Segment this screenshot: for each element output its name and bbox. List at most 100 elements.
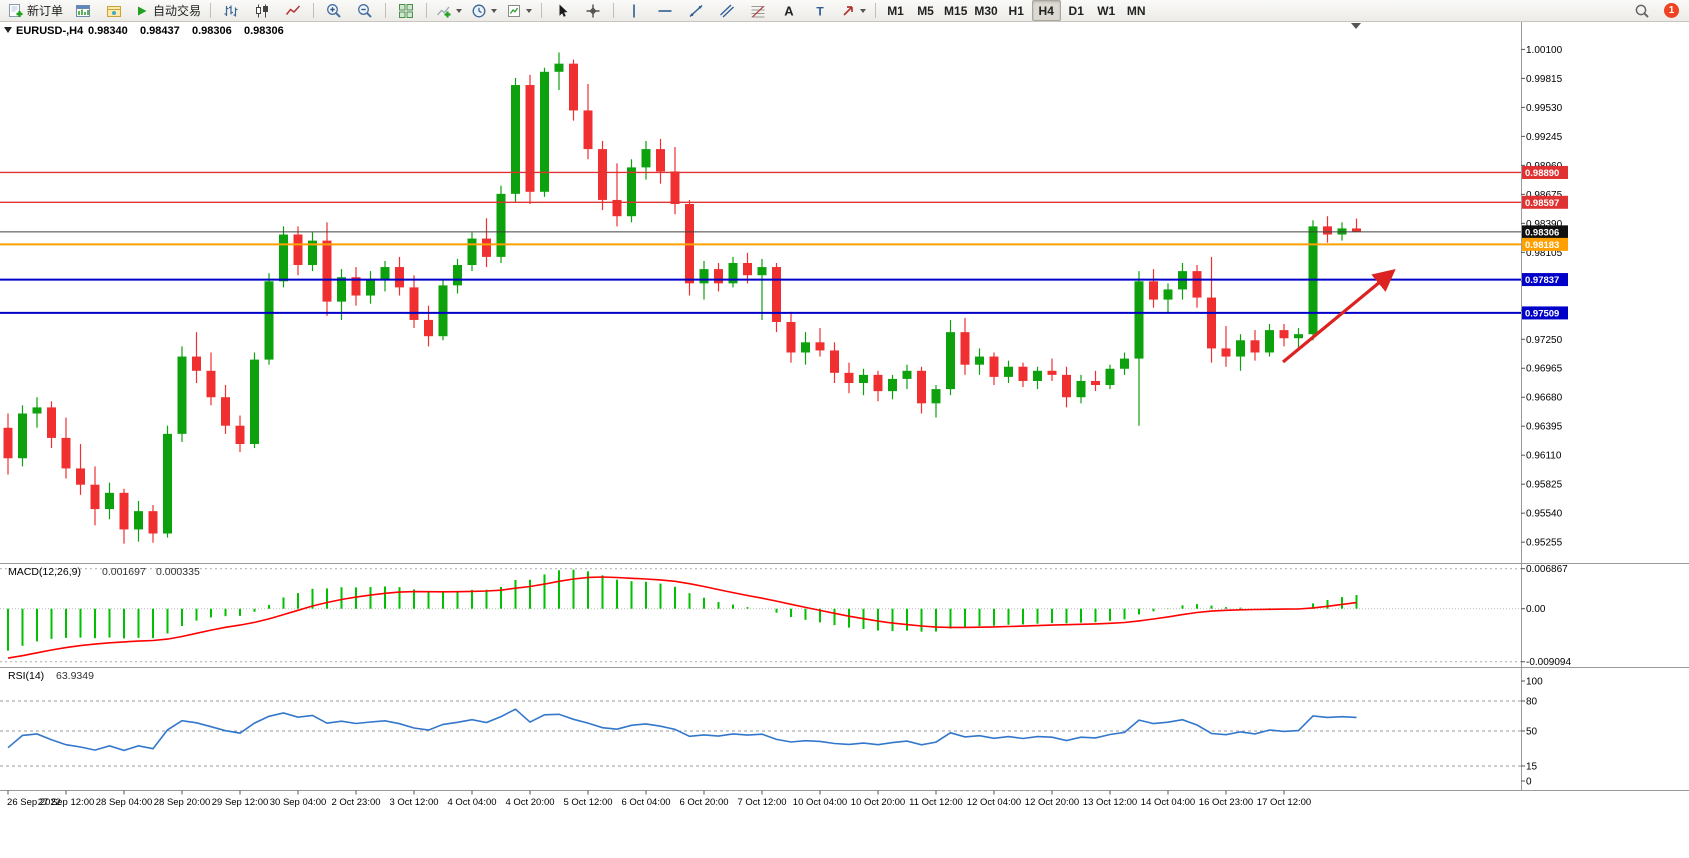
tile-windows-button[interactable] <box>391 0 421 21</box>
chart-window-icon <box>75 3 91 19</box>
candle <box>1221 348 1231 357</box>
tile-windows-icon <box>398 3 414 19</box>
search-button[interactable] <box>1627 0 1657 21</box>
text-button[interactable]: A <box>774 0 804 21</box>
timeframe-d1[interactable]: D1 <box>1062 0 1091 21</box>
time-axis-label: 29 Sep 12:00 <box>212 797 269 808</box>
candle <box>583 110 593 150</box>
rsi-axis-label: 15 <box>1526 762 1538 773</box>
profiles-button[interactable] <box>99 0 129 21</box>
price-tag-label: 0.98890 <box>1525 168 1559 179</box>
candle <box>438 285 448 337</box>
candle <box>308 240 317 266</box>
horizontal-line-button[interactable] <box>650 0 680 21</box>
candle <box>1120 358 1129 369</box>
trend-arrow[interactable] <box>1281 268 1396 364</box>
rsi-panel[interactable]: RSI(14) 63.9349 <box>0 670 1521 767</box>
candle <box>772 267 781 322</box>
notification-badge[interactable]: 1 <box>1664 3 1679 18</box>
chart-dropdown-icon[interactable] <box>4 27 12 33</box>
timeframe-h4[interactable]: H4 <box>1031 0 1061 21</box>
charts-button[interactable] <box>68 0 98 21</box>
candle <box>815 342 825 351</box>
candle <box>47 407 56 438</box>
timeframe-m1-label: M1 <box>887 3 904 18</box>
crosshair-icon <box>585 3 601 19</box>
time-axis-label: 4 Oct 04:00 <box>447 797 496 808</box>
toolbar-right-group: 1 <box>1627 0 1685 21</box>
svg-text:A: A <box>784 3 794 18</box>
cursor-icon <box>559 4 568 17</box>
candle <box>192 356 201 371</box>
price-scale[interactable]: 1.001000.998150.995300.992450.989600.986… <box>1521 22 1571 791</box>
templates-button[interactable] <box>502 0 536 21</box>
timeframe-m15[interactable]: M15 <box>941 0 970 21</box>
cursor-icon <box>554 3 570 19</box>
price-axis-label: 0.98675 <box>1526 190 1563 201</box>
timeframe-m1[interactable]: M1 <box>881 0 910 21</box>
candle <box>1192 271 1202 298</box>
price-panel[interactable]: EURUSD-,H4 0.98340 0.98437 0.98306 0.98306 <box>0 23 1521 544</box>
candle <box>656 149 665 172</box>
crosshair-button[interactable] <box>578 0 608 21</box>
bar-chart-button[interactable] <box>216 0 246 21</box>
candle <box>844 372 854 383</box>
templates-icon <box>508 4 521 17</box>
candle <box>511 85 520 194</box>
price-axis-label: 0.98105 <box>1526 248 1563 259</box>
toolbar-separator <box>541 3 543 18</box>
indicators-button[interactable] <box>432 0 466 21</box>
chart-surface[interactable]: EURUSD-,H4 0.98340 0.98437 0.98306 0.98306 MA… <box>0 22 1689 858</box>
time-axis-label: 28 Sep 04:00 <box>96 797 153 808</box>
candles-icon <box>254 3 270 19</box>
label-button[interactable]: T <box>805 0 835 21</box>
timeframe-m5[interactable]: M5 <box>911 0 940 21</box>
fibonacci-icon <box>751 5 765 17</box>
line-chart-button[interactable] <box>278 0 308 21</box>
candle <box>467 238 477 266</box>
vertical-line-button[interactable] <box>619 0 649 21</box>
candle <box>250 359 259 445</box>
zoom-in-button[interactable] <box>319 0 349 21</box>
arrows-button[interactable] <box>836 0 870 21</box>
candle <box>1105 368 1115 386</box>
timeframe-w1[interactable]: W1 <box>1092 0 1121 21</box>
trendline-button[interactable] <box>681 0 711 21</box>
candle <box>380 267 390 280</box>
fibonacci-button[interactable] <box>743 0 773 21</box>
macd-panel[interactable]: MACD(12,26,9) 0.001697 0.000335 <box>0 566 1521 663</box>
fibonacci-icon <box>750 3 766 19</box>
chart-window[interactable]: EURUSD-,H4 0.98340 0.98437 0.98306 0.98306 MA… <box>0 22 1689 858</box>
timeframe-m30[interactable]: M30 <box>971 0 1000 21</box>
new-order-button[interactable]: 新订单 <box>4 0 67 21</box>
timeframe-mn[interactable]: MN <box>1122 0 1151 21</box>
time-axis-label: 4 Oct 20:00 <box>505 797 554 808</box>
autotrade-play-icon <box>134 3 150 19</box>
candle <box>641 149 651 168</box>
candle <box>235 425 245 445</box>
toolbar-separator <box>875 3 877 18</box>
candle <box>525 85 535 192</box>
price-axis-label: 0.95255 <box>1526 538 1563 549</box>
candle <box>482 238 491 257</box>
line-icon <box>285 3 301 19</box>
zoom-out-button[interactable] <box>350 0 380 21</box>
candlestick-chart-button[interactable] <box>247 0 277 21</box>
candle <box>496 193 506 257</box>
periods-button[interactable] <box>467 0 501 21</box>
zoom-in-icon <box>326 3 342 19</box>
cursor-button[interactable] <box>547 0 577 21</box>
time-axis-label: 12 Oct 04:00 <box>967 797 1021 808</box>
periods-icon <box>472 4 486 17</box>
candle <box>540 71 549 192</box>
candle <box>786 321 796 353</box>
candle <box>1294 334 1303 339</box>
autotrading-button[interactable]: 自动交易 <box>130 0 205 21</box>
channel-button[interactable] <box>712 0 742 21</box>
macd-value-main: 0.001697 <box>102 566 146 578</box>
candle <box>1352 228 1361 232</box>
timeframe-h1[interactable]: H1 <box>1002 0 1031 21</box>
candle <box>1076 380 1086 398</box>
timeframe-m5-label: M5 <box>917 3 934 18</box>
